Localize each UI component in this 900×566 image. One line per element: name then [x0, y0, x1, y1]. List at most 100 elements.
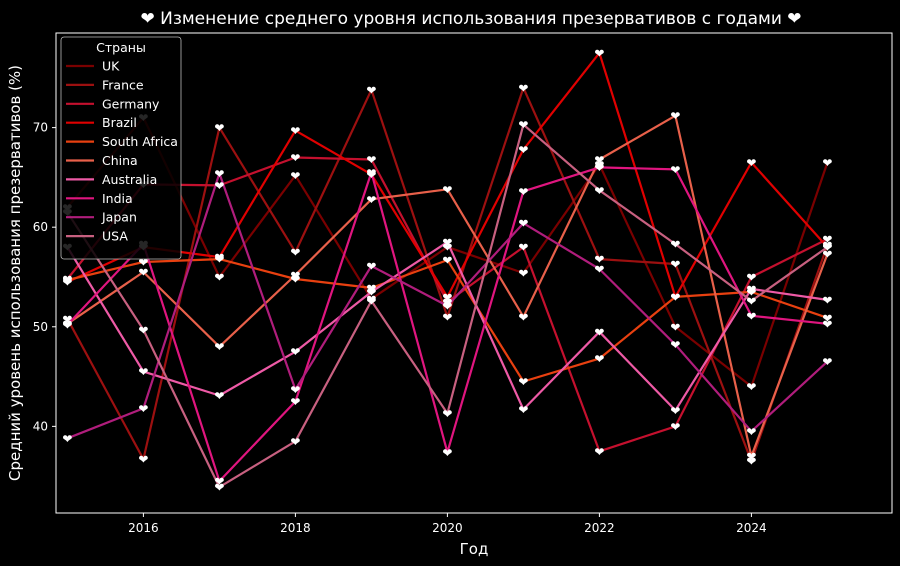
heart-marker-1-3: ❤ [290, 246, 300, 260]
heart-marker-8-8: ❤ [670, 338, 680, 352]
heart-marker-3-4: ❤ [366, 168, 376, 182]
heart-marker-6-4: ❤ [366, 285, 376, 299]
heart-marker-4-3: ❤ [290, 273, 300, 287]
heart-marker-0-6: ❤ [518, 267, 528, 281]
heart-marker-3-3: ❤ [290, 124, 300, 138]
heart-marker-3-10: ❤ [822, 241, 832, 255]
series-line-8 [66, 172, 829, 440]
legend-label-5: China [102, 153, 138, 168]
heart-marker-7-6: ❤ [518, 185, 528, 199]
legend-label-3: Brazil [102, 115, 137, 130]
series-line-5 [66, 114, 829, 458]
heart-marker-0-2: ❤ [214, 271, 224, 285]
y-tick-label-3: 70 [33, 121, 48, 135]
heart-marker-4-4: ❤ [366, 281, 376, 295]
heart-marker-6-2: ❤ [214, 389, 224, 403]
heart-marker-1-6: ❤ [518, 81, 528, 95]
x-tick-label-2: 2020 [432, 521, 463, 535]
heart-marker-5-2: ❤ [214, 340, 224, 354]
heart-marker-0-4: ❤ [366, 292, 376, 306]
heart-marker-6-1: ❤ [138, 365, 148, 379]
heart-marker-8-9: ❤ [746, 425, 756, 439]
legend-label-9: USA [102, 229, 128, 244]
heart-marker-3-5: ❤ [442, 290, 452, 304]
heart-marker-8-1: ❤ [138, 402, 148, 416]
heart-marker-1-9: ❤ [746, 455, 756, 469]
heart-marker-0-10: ❤ [822, 156, 832, 170]
heart-marker-3-6: ❤ [518, 143, 528, 157]
heart-marker-3-0: ❤ [62, 276, 72, 290]
heart-marker-6-6: ❤ [518, 403, 528, 417]
heart-marker-7-7: ❤ [594, 161, 604, 175]
legend-items: UK France Germany Brazil South Africa China Au… [66, 59, 178, 244]
heart-marker-9-8: ❤ [670, 238, 680, 252]
heart-marker-1-7: ❤ [594, 253, 604, 267]
heart-marker-4-9: ❤ [746, 285, 756, 299]
heart-marker-5-5: ❤ [442, 183, 452, 197]
heart-marker-7-4: ❤ [366, 166, 376, 180]
data-markers: ❤❤❤❤❤❤❤❤❤❤❤❤❤❤❤❤❤ ❤❤❤❤❤❤ ❤❤❤❤❤❤❤❤❤❤❤❤❤❤❤❤❤… [62, 46, 832, 494]
series-line-9 [66, 123, 829, 489]
heart-marker-8-2: ❤ [214, 167, 224, 181]
heart-marker-2-8: ❤ [670, 420, 680, 434]
heart-marker-8-10: ❤ [822, 355, 832, 369]
heart-marker-2-2: ❤ [214, 179, 224, 193]
heart-marker-1-4: ❤ [366, 83, 376, 97]
heart-marker-4-2: ❤ [214, 253, 224, 267]
heart-marker-4-0: ❤ [62, 274, 72, 288]
heart-marker-9-3: ❤ [290, 435, 300, 449]
heart-marker-0-3: ❤ [290, 169, 300, 183]
heart-marker-6-9: ❤ [746, 282, 756, 296]
x-axis-title: Год [460, 540, 489, 558]
legend-label-6: Australia [102, 172, 157, 187]
heart-marker-0-7: ❤ [594, 158, 604, 172]
legend-label-0: UK [102, 59, 120, 74]
heart-marker-5-6: ❤ [518, 310, 528, 324]
heart-marker-9-5: ❤ [442, 407, 452, 421]
heart-marker-9-2: ❤ [214, 481, 224, 495]
heart-marker-8-7: ❤ [594, 263, 604, 277]
heart-marker-9-1: ❤ [138, 323, 148, 337]
x-tick-label-3: 2022 [584, 521, 615, 535]
legend-label-1: France [102, 77, 144, 92]
legend-label-2: Germany [102, 96, 160, 111]
heart-marker-0-8: ❤ [670, 320, 680, 334]
heart-marker-7-8: ❤ [670, 163, 680, 177]
heart-marker-8-0: ❤ [62, 432, 72, 446]
heart-marker-2-4: ❤ [366, 153, 376, 167]
heart-marker-5-1: ❤ [138, 266, 148, 280]
heart-marker-6-8: ❤ [670, 404, 680, 418]
heart-marker-7-5: ❤ [442, 446, 452, 460]
heart-marker-8-4: ❤ [366, 260, 376, 274]
heart-marker-2-5: ❤ [442, 295, 452, 309]
series-line-6 [66, 241, 828, 412]
legend: Страны UK France Germany Brazil South Africa… [60, 36, 182, 260]
heart-marker-8-5: ❤ [442, 299, 452, 313]
legend-label-7: India [102, 191, 133, 206]
heart-marker-1-8: ❤ [670, 258, 680, 272]
y-axis-title: Средний уровень использования презервати… [6, 65, 24, 481]
heart-marker-9-9: ❤ [746, 294, 756, 308]
heart-marker-2-9: ❤ [746, 271, 756, 285]
legend-label-8: Japan [101, 210, 137, 225]
heart-marker-2-7: ❤ [594, 445, 604, 459]
heart-marker-3-8: ❤ [670, 290, 680, 304]
y-tick-label-0: 40 [33, 419, 48, 433]
heart-marker-9-4: ❤ [366, 294, 376, 308]
chart-title: ❤ Изменение среднего уровня использовани… [140, 9, 801, 29]
heart-marker-5-0: ❤ [62, 317, 72, 331]
legend-label-4: South Africa [102, 134, 178, 149]
heart-marker-1-0: ❤ [62, 312, 72, 326]
heart-marker-5-7: ❤ [594, 153, 604, 167]
heart-marker-4-5: ❤ [442, 254, 452, 268]
heart-marker-1-5: ❤ [442, 310, 452, 324]
plot-area-frame [55, 32, 893, 514]
heart-marker-3-7: ❤ [594, 46, 604, 60]
heart-marker-2-0: ❤ [62, 273, 72, 287]
series-line-1 [66, 86, 829, 463]
x-tick-label-1: 2018 [280, 521, 311, 535]
heart-marker-2-6: ❤ [518, 241, 528, 255]
heart-marker-4-1: ❤ [138, 256, 148, 270]
